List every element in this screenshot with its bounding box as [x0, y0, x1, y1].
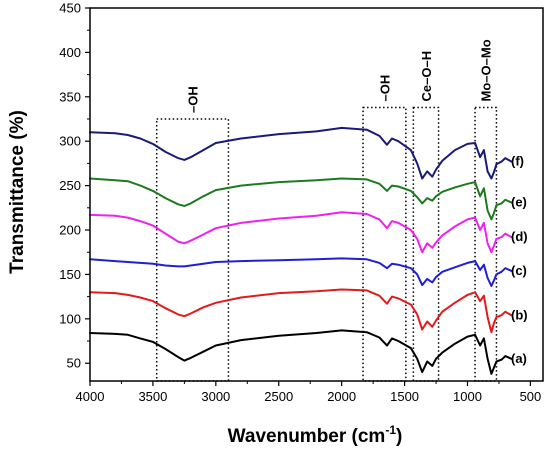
annotation-label: Mo–O–Mo — [479, 39, 494, 101]
plot-frame — [89, 7, 544, 382]
series-label: (f) — [511, 154, 524, 169]
x-tick-label: 3000 — [201, 389, 230, 404]
series-line-d — [89, 211, 513, 254]
y-tick-label: 350 — [59, 89, 81, 104]
series-line-a — [89, 329, 513, 375]
x-tick-label: 2500 — [264, 389, 293, 404]
y-tick-label: 150 — [59, 267, 81, 282]
x-tick-label: 500 — [520, 389, 542, 404]
series-line-c — [89, 257, 513, 287]
annotation-box — [362, 106, 407, 382]
x-axis-title: Wavenumber (cm-1) — [228, 423, 403, 447]
annotation-label: –OH — [186, 86, 201, 113]
y-tick-label: 250 — [59, 178, 81, 193]
series-line-b — [89, 288, 513, 334]
series-labels: (a) (b) (c) (d) (e) (f) — [511, 154, 528, 366]
series-label: (a) — [511, 351, 527, 366]
series-line-e — [89, 177, 513, 221]
series-label: (e) — [511, 194, 527, 209]
axes: 4000 3500 3000 2500 2000 1500 1000 500 50 100 150 2… — [59, 1, 544, 404]
y-tick-label: 50 — [67, 356, 81, 371]
y-tick-label: 450 — [59, 1, 81, 16]
y-axis-title: Transmittance (%) — [7, 110, 28, 274]
annotation-box — [474, 106, 498, 382]
annotation-box — [155, 118, 230, 382]
x-tick-label: 1000 — [453, 389, 482, 404]
x-tick-label: 1500 — [390, 389, 419, 404]
series-label: (c) — [511, 263, 527, 278]
annotation-boxes: –OH –OH Ce–O–H Mo–O–Mo — [155, 39, 498, 382]
annotation-box — [412, 106, 440, 382]
y-tick-label: 300 — [59, 134, 81, 149]
annotation-label: –OH — [377, 75, 392, 102]
y-tick-label: 100 — [59, 311, 81, 326]
series-label: (b) — [511, 307, 528, 322]
series-line-f — [89, 126, 513, 180]
annotation-label: Ce–O–H — [419, 51, 434, 102]
y-tick-label: 400 — [59, 45, 81, 60]
x-tick-label: 2000 — [327, 389, 356, 404]
series-lines — [89, 126, 513, 375]
series-label: (d) — [511, 229, 528, 244]
x-tick-label: 3500 — [138, 389, 167, 404]
y-tick-label: 200 — [59, 223, 81, 238]
x-tick-label: 4000 — [76, 389, 105, 404]
